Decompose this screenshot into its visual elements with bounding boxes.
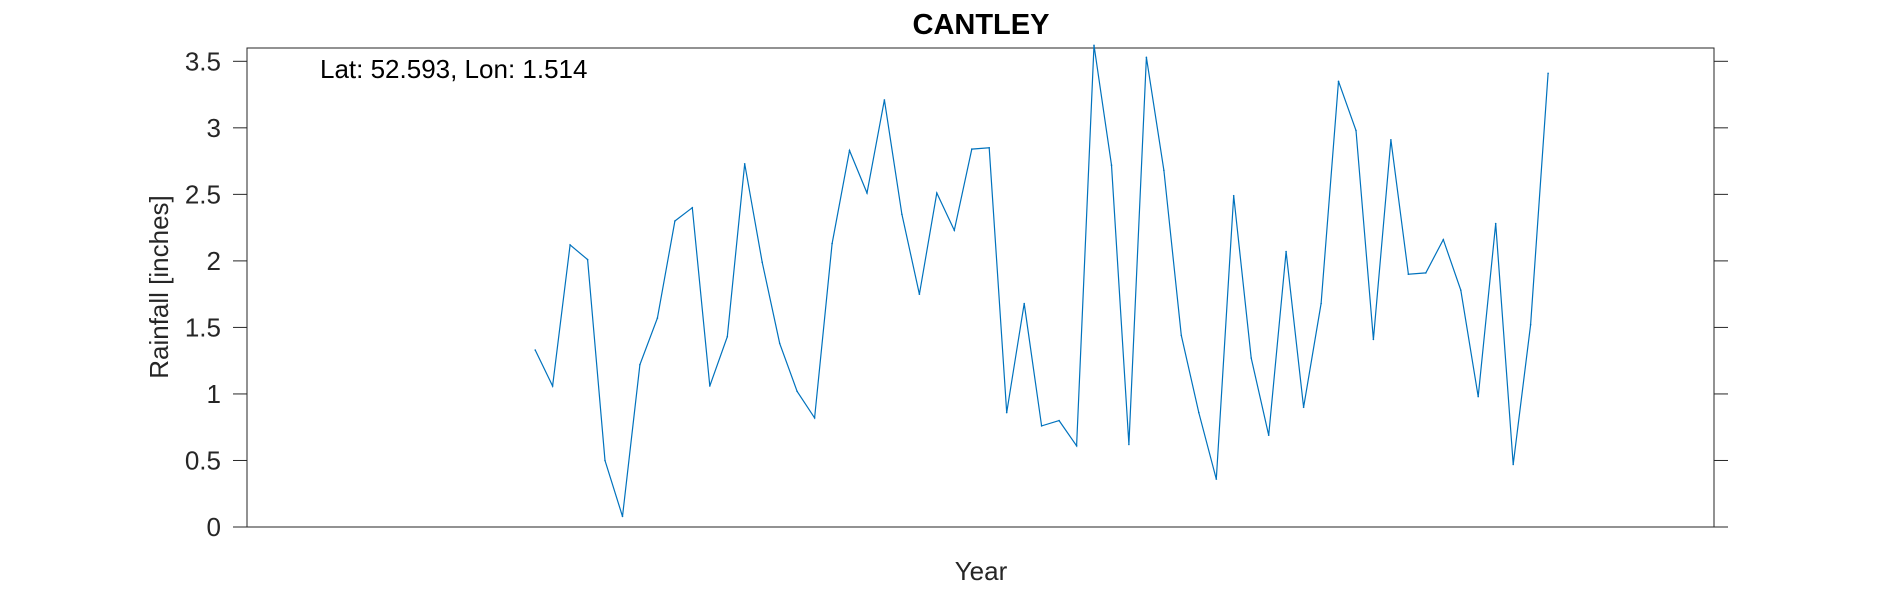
data-point (848, 149, 851, 152)
y-tick-label: 3.5 (185, 46, 221, 76)
data-point (761, 261, 763, 264)
data-point (621, 515, 624, 518)
y-tick-label: 1 (207, 379, 221, 409)
data-point (569, 244, 571, 246)
data-point (1390, 139, 1392, 141)
data-point (1407, 273, 1410, 276)
data-point (534, 349, 536, 351)
data-point (831, 242, 833, 245)
y-axis-label: Rainfall [inches] (144, 195, 174, 379)
data-point (1372, 338, 1375, 341)
data-point (936, 192, 938, 194)
data-point (1128, 443, 1130, 446)
y-tick-label: 0 (207, 512, 221, 542)
data-point (1460, 289, 1462, 292)
data-point (1512, 463, 1514, 466)
data-point (586, 258, 589, 261)
y-tick-label: 2 (207, 246, 221, 276)
data-point (1058, 419, 1060, 422)
data-point (778, 342, 781, 345)
data-point (1232, 194, 1235, 197)
data-point (1547, 72, 1549, 75)
data-point (551, 385, 554, 387)
data-point (883, 99, 886, 101)
data-point (796, 390, 798, 393)
data-point (1198, 411, 1200, 414)
data-point (901, 213, 903, 216)
y-tick-label: 3 (207, 113, 221, 143)
coordinates-annotation: Lat: 52.593, Lon: 1.514 (320, 54, 587, 84)
data-point (1180, 334, 1183, 337)
data-point (1529, 324, 1532, 326)
data-point (691, 206, 694, 209)
data-points (534, 44, 1549, 518)
data-point (1285, 250, 1287, 253)
data-point (1023, 302, 1025, 305)
data-point (674, 220, 676, 222)
y-axis-ticks: 0 0.5 1 1.5 2 2.5 3 3.5 (185, 46, 1728, 542)
data-point (988, 147, 990, 149)
data-point (971, 148, 973, 150)
data-point (1337, 80, 1340, 83)
data-point (1494, 222, 1497, 225)
data-point (743, 163, 746, 165)
data-point (1110, 164, 1113, 166)
data-point (813, 417, 816, 419)
data-point (1442, 238, 1445, 241)
data-point (1320, 302, 1322, 305)
data-point (709, 385, 711, 387)
data-point (1477, 395, 1479, 398)
data-point (1425, 272, 1427, 274)
data-point (1075, 445, 1078, 447)
data-point (1040, 425, 1043, 427)
data-point (1093, 44, 1095, 47)
data-point (953, 229, 956, 232)
y-tick-label: 0.5 (185, 445, 221, 475)
data-point (918, 293, 921, 296)
data-point (1145, 56, 1148, 59)
data-point (726, 335, 729, 338)
data-point (639, 363, 641, 366)
data-point (1267, 434, 1270, 437)
data-point (656, 317, 659, 319)
chart-title: CANTLEY (913, 9, 1050, 41)
data-point (1302, 406, 1305, 409)
data-point (1250, 357, 1252, 359)
data-point (1005, 411, 1008, 414)
data-point (604, 459, 606, 462)
data-point (1215, 478, 1218, 480)
y-tick-label: 2.5 (185, 179, 221, 209)
plot-area (246, 47, 1715, 528)
data-point (866, 192, 868, 194)
x-axis-label: Year (955, 556, 1008, 586)
y-tick-label: 1.5 (185, 312, 221, 342)
data-point (1163, 169, 1165, 172)
data-point (1355, 129, 1357, 132)
